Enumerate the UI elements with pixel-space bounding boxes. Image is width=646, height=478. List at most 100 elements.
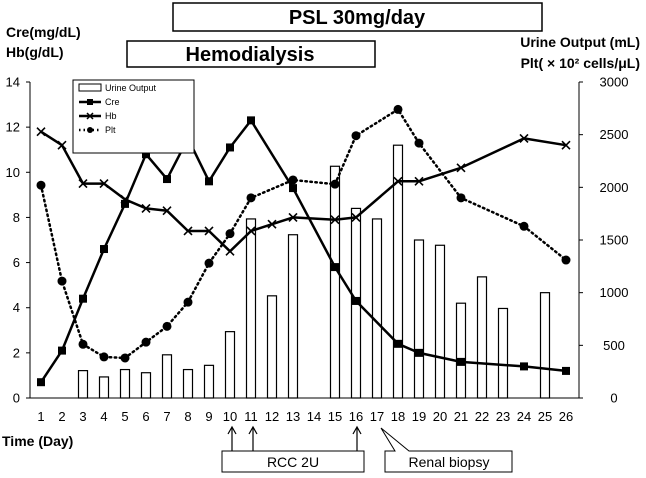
cre-point — [562, 366, 570, 375]
plt-point — [141, 337, 151, 347]
cre-point — [205, 177, 213, 186]
plt-point — [246, 193, 256, 203]
x-tick-label: 19 — [412, 409, 426, 424]
right-tick-label: 0 — [610, 391, 617, 406]
x-tick-label: 12 — [265, 409, 279, 424]
x-tick-label: 7 — [163, 409, 170, 424]
urine-bar — [140, 372, 152, 399]
plt-point — [57, 276, 67, 286]
plt-point — [162, 321, 172, 331]
left-axis-label-2: Hb(g/dL) — [6, 44, 64, 60]
cre-point — [121, 199, 129, 208]
plt-point — [351, 131, 361, 141]
psl-banner-box — [172, 2, 543, 32]
right-tick-label: 3000 — [600, 75, 629, 90]
x-tick-label: 2 — [58, 409, 65, 424]
urine-bar — [434, 244, 446, 399]
urine-bar — [266, 295, 278, 399]
rcc-label: RCC 2U — [267, 454, 319, 470]
left-axis-label-1: Cre(mg/dL) — [6, 24, 81, 40]
x-tick-label: 10 — [223, 409, 237, 424]
x-tick-label: 22 — [475, 409, 489, 424]
left-tick-label: 12 — [6, 120, 20, 135]
rcc-arrowhead-day16 — [352, 425, 362, 435]
cre-point — [37, 378, 45, 387]
plt-point — [414, 138, 424, 148]
plt-point — [99, 352, 109, 362]
legend: Urine Output Cre Hb Plt — [72, 79, 195, 154]
plt-point — [78, 339, 88, 349]
hb-point — [561, 140, 571, 150]
x-tick-label: 13 — [286, 409, 300, 424]
cre-point — [352, 296, 360, 305]
x-tick-label: 23 — [496, 409, 510, 424]
x-tick-label: 17 — [370, 409, 384, 424]
left-axis-ticks: 0 2 4 6 8 10 12 14 — [6, 75, 30, 406]
x-tick-label: 5 — [121, 409, 128, 424]
hb-point — [393, 176, 403, 186]
urine-bar — [371, 218, 383, 399]
legend-hb-label: Hb — [105, 111, 117, 121]
hb-point — [414, 176, 424, 186]
hb-point — [225, 246, 235, 256]
x-tick-label: 6 — [142, 409, 149, 424]
left-tick-label: 4 — [13, 300, 20, 315]
cre-point — [289, 184, 297, 193]
hb-point — [78, 179, 88, 189]
left-tick-label: 6 — [13, 255, 20, 270]
legend-cre-marker — [87, 99, 93, 105]
plt-point — [288, 175, 298, 185]
cre-point — [142, 150, 150, 159]
x-axis-label: Time (Day) — [2, 433, 73, 449]
urine-bar — [392, 144, 404, 399]
right-tick-label: 1000 — [600, 285, 629, 300]
legend-plt-marker — [87, 127, 93, 133]
urine-bar — [119, 368, 131, 399]
plt-point — [204, 258, 214, 268]
cre-point — [58, 346, 66, 355]
urine-bar — [497, 307, 509, 399]
x-tick-label: 21 — [454, 409, 468, 424]
urine-bar — [182, 368, 194, 399]
hb-point — [141, 203, 151, 213]
x-tick-label: 15 — [328, 409, 342, 424]
hb-point — [351, 212, 361, 222]
left-tick-label: 2 — [13, 345, 20, 360]
hb-point — [330, 215, 340, 225]
plt-point — [330, 179, 340, 189]
right-axis-label-2: Plt( × 10² cells/μL) — [521, 55, 640, 71]
x-tick-label: 14 — [307, 409, 321, 424]
plt-point — [561, 255, 571, 265]
urine-bar — [329, 165, 341, 399]
urine-bar — [224, 331, 236, 399]
right-axis-ticks: 0 500 1000 1500 2000 2500 3000 — [579, 75, 628, 406]
hb-point — [519, 133, 529, 143]
rcc-annotation: RCC 2U — [221, 425, 365, 473]
right-axis-label-1: Urine Output (mL) — [520, 34, 640, 50]
hb-point — [162, 206, 172, 216]
hb-point — [36, 127, 46, 137]
urine-output-bars — [77, 144, 551, 399]
x-tick-label: 4 — [100, 409, 107, 424]
rcc-arrowhead-day10 — [227, 425, 237, 435]
x-tick-label: 24 — [517, 409, 531, 424]
x-tick-label: 11 — [244, 409, 258, 424]
urine-bar — [203, 364, 215, 399]
right-tick-label: 2000 — [600, 180, 629, 195]
plt-point — [225, 229, 235, 239]
cre-point — [226, 143, 234, 152]
hb-point — [183, 226, 193, 236]
left-tick-label: 10 — [6, 165, 20, 180]
cre-point — [100, 245, 108, 254]
hb-point — [120, 194, 130, 204]
left-tick-label: 14 — [6, 75, 20, 90]
rcc-arrowhead-day11 — [248, 425, 258, 435]
x-tick-label: 25 — [538, 409, 552, 424]
urine-bar — [245, 218, 257, 399]
right-tick-label: 2500 — [600, 127, 629, 142]
cre-point — [163, 175, 171, 184]
x-tick-label: 3 — [79, 409, 86, 424]
cre-point — [331, 263, 339, 272]
hb-point — [204, 226, 214, 236]
